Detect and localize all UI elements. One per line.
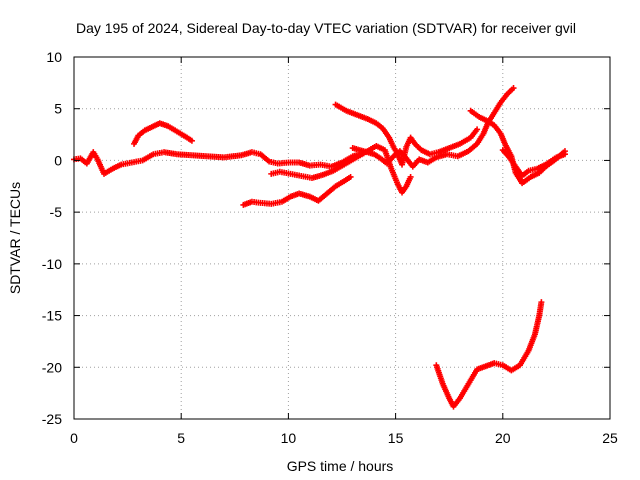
y-tick-label: -10: [42, 256, 62, 272]
x-tick-label: 25: [602, 430, 618, 446]
data-point: [561, 151, 568, 158]
x-tick-label: 15: [388, 430, 404, 446]
x-tick-label: 5: [177, 430, 185, 446]
x-tick-label: 10: [281, 430, 297, 446]
data-point: [538, 299, 545, 306]
data-track: [131, 120, 195, 147]
data-point: [188, 137, 195, 144]
data-track: [332, 101, 481, 168]
x-axis-label: GPS time / hours: [287, 458, 394, 474]
plot-points: [71, 85, 568, 410]
y-tick-label: -20: [42, 359, 62, 375]
y-tick-label: -5: [50, 204, 63, 220]
y-tick-label: 0: [54, 152, 62, 168]
y-tick-label: -25: [42, 411, 62, 427]
plot-frame: [73, 56, 611, 420]
data-point: [474, 126, 481, 133]
data-track: [499, 147, 568, 179]
data-point: [407, 173, 414, 180]
data-track: [71, 149, 367, 177]
data-point: [347, 173, 354, 180]
chart-title: Day 195 of 2024, Sidereal Day-to-day VTE…: [76, 20, 576, 36]
y-tick-label: -15: [42, 308, 62, 324]
x-tick-label: 20: [495, 430, 511, 446]
axis-ticks: 0 5 10 15 20 25 -25 -20 -15 -10 -5 0 5 10: [42, 49, 618, 446]
y-axis-label: SDTVAR / TECUs: [7, 182, 23, 294]
y-tick-label: 10: [46, 49, 62, 65]
data-track: [240, 173, 354, 208]
data-point: [510, 85, 517, 92]
x-tick-label: 0: [70, 430, 78, 446]
data-track: [433, 299, 545, 410]
y-tick-label: 5: [54, 101, 62, 117]
